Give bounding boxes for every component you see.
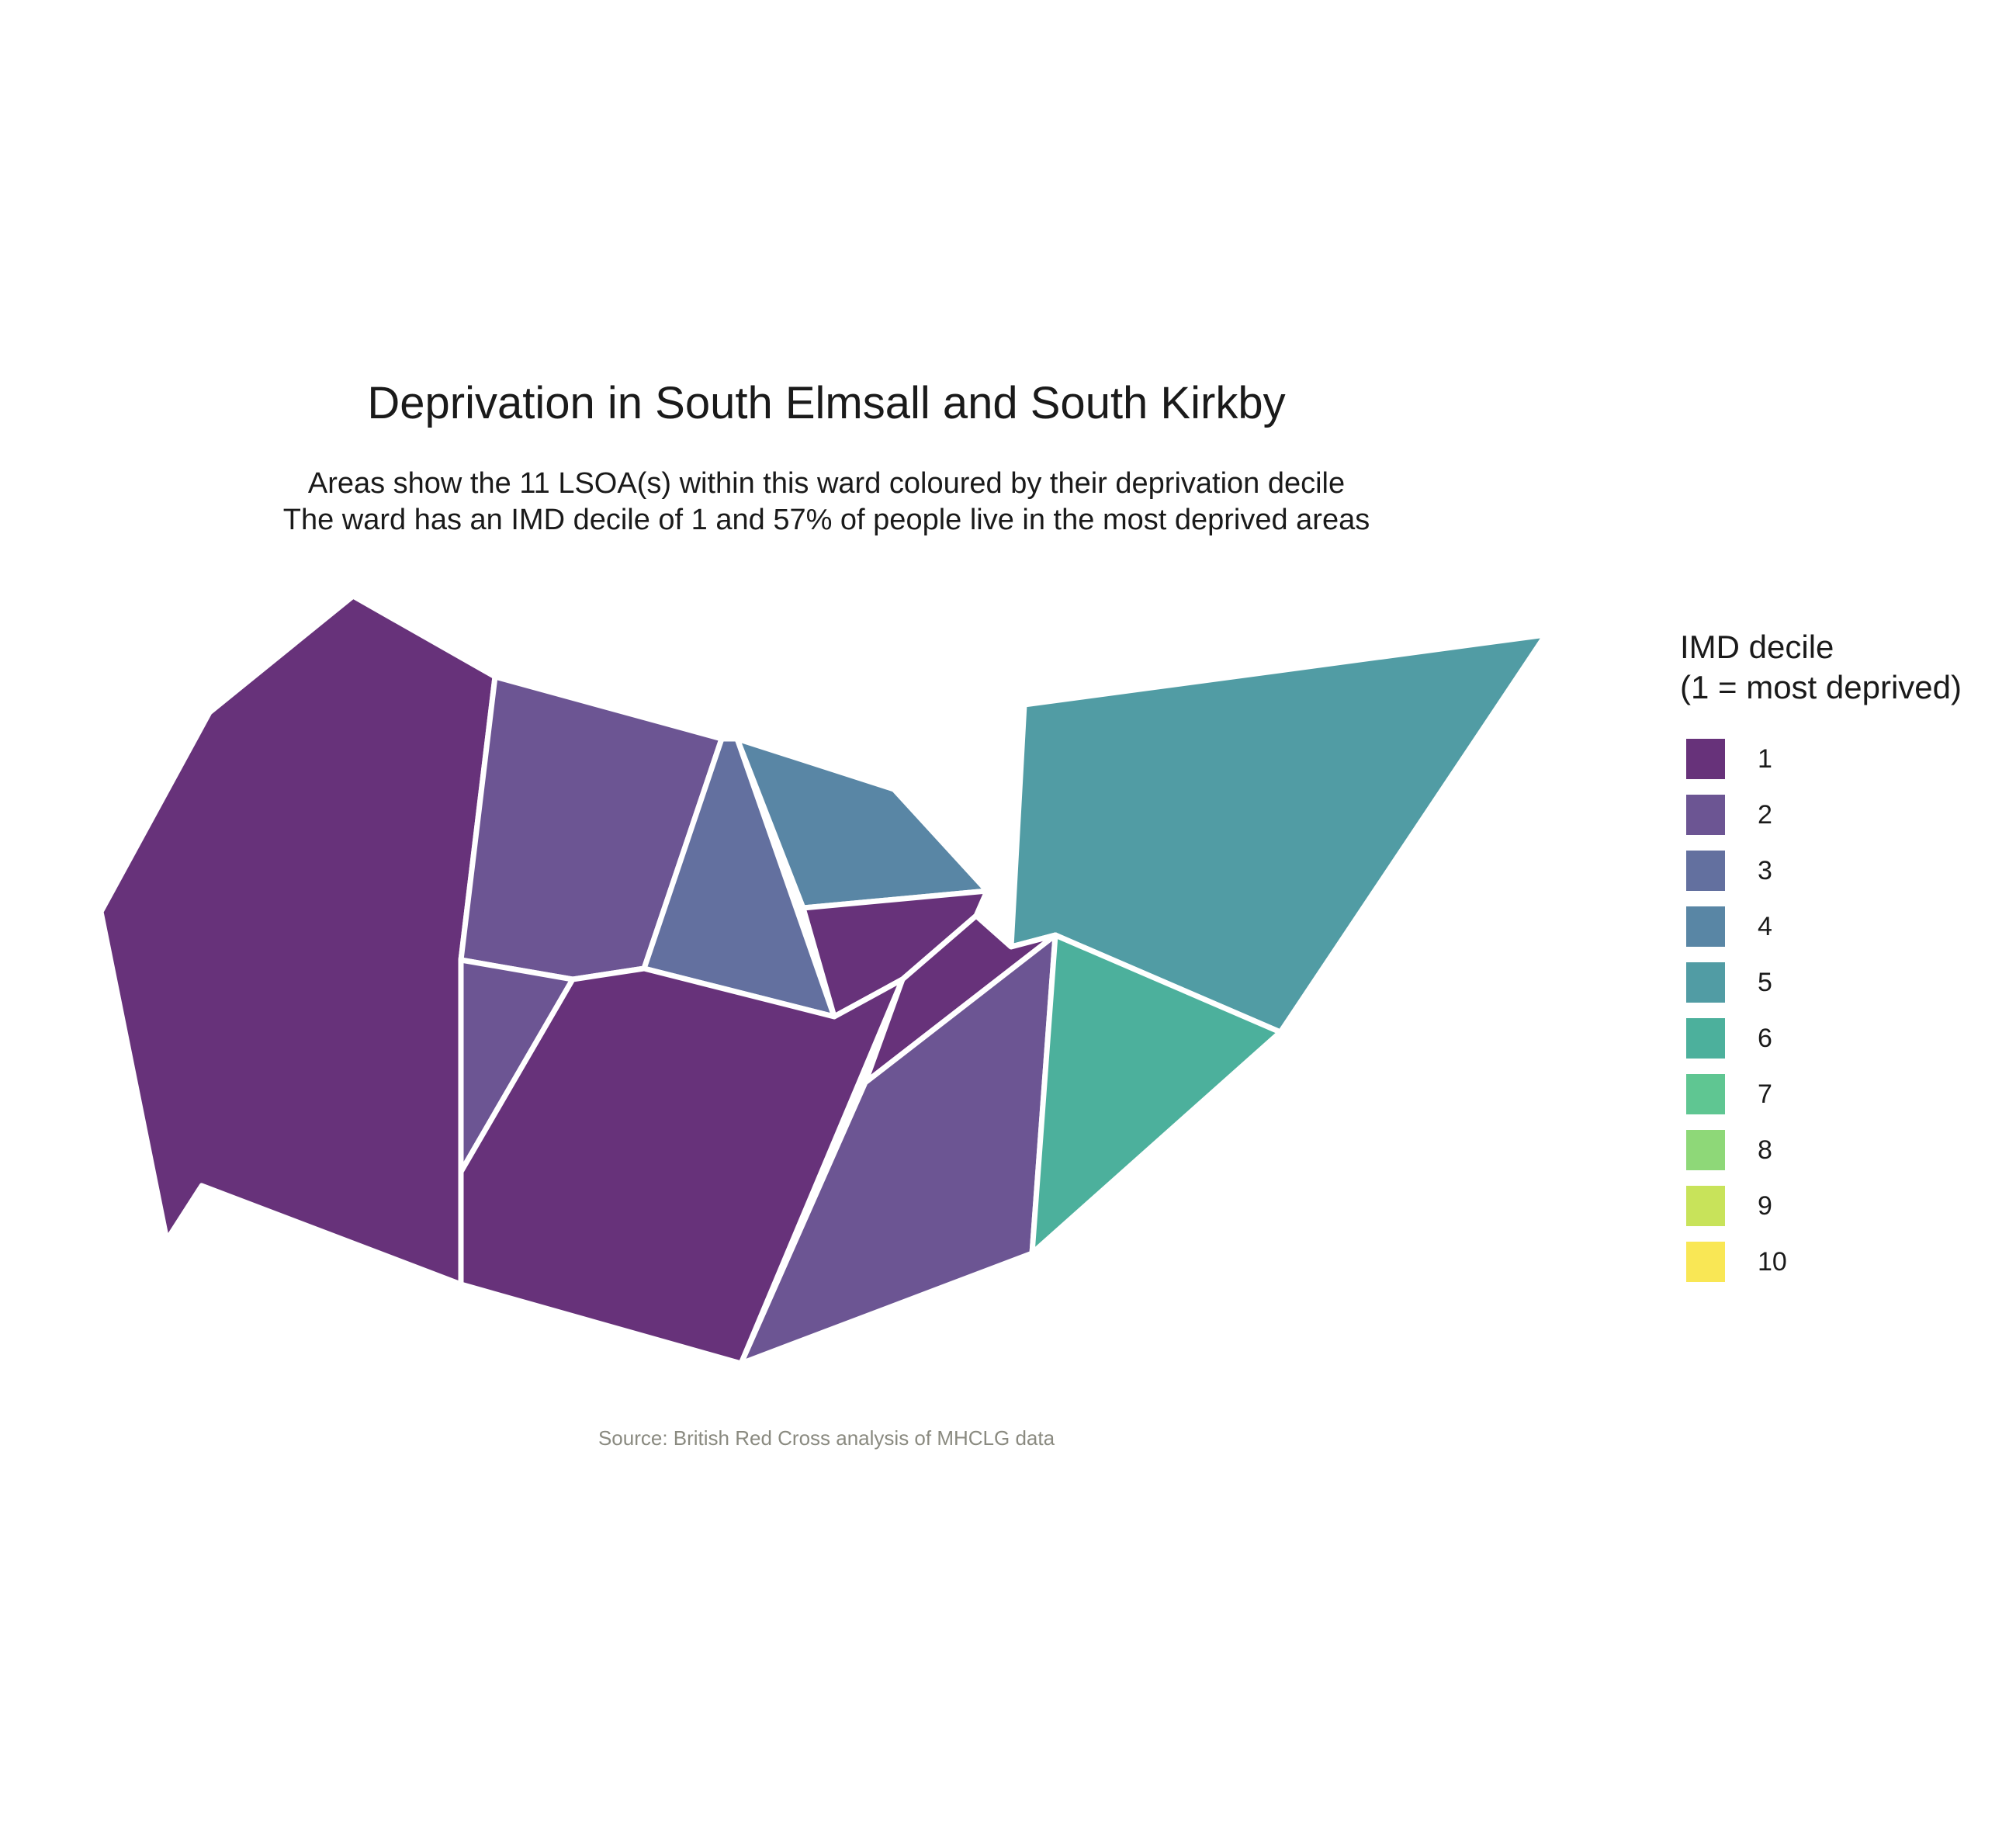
- map-title: Deprivation in South Elmsall and South K…: [367, 378, 1286, 428]
- source-caption: Source: British Red Cross analysis of MH…: [598, 1426, 1055, 1450]
- legend-swatch: [1686, 795, 1725, 835]
- legend-swatch: [1686, 1018, 1725, 1059]
- legend-label: 6: [1758, 1023, 1772, 1053]
- legend-label: 2: [1758, 799, 1772, 830]
- legend-items: 1 2 3 4 5 6 7 8 9 10: [1680, 731, 1962, 1290]
- legend-swatch: [1686, 1186, 1725, 1226]
- legend-label: 5: [1758, 967, 1772, 997]
- legend-item: 6: [1680, 1010, 1962, 1066]
- legend-item: 3: [1680, 843, 1962, 899]
- legend-label: 10: [1758, 1246, 1787, 1277]
- legend-item: 4: [1680, 899, 1962, 955]
- lsoa-east-small[interactable]: [1029, 932, 1283, 1256]
- legend-item: 8: [1680, 1122, 1962, 1178]
- legend-title-line-1: IMD decile: [1680, 629, 1834, 665]
- legend-label: 7: [1758, 1079, 1772, 1109]
- legend-swatch: [1686, 851, 1725, 891]
- lsoa-south-center[interactable]: [458, 965, 906, 1367]
- legend-title-line-2: (1 = most deprived): [1680, 669, 1962, 705]
- legend: IMD decile (1 = most deprived) 1 2 3 4 5…: [1680, 627, 1962, 1290]
- legend-label: 9: [1758, 1190, 1772, 1221]
- legend-swatch: [1686, 1242, 1725, 1282]
- legend-swatch: [1686, 1074, 1725, 1114]
- map-subtitle: Areas show the 11 LSOA(s) within this wa…: [0, 466, 1653, 539]
- legend-swatch: [1686, 739, 1725, 779]
- legend-item: 7: [1680, 1066, 1962, 1122]
- lsoa-west-large[interactable]: [98, 593, 498, 1287]
- legend-swatch: [1686, 906, 1725, 947]
- legend-label: 4: [1758, 911, 1772, 941]
- legend-item: 5: [1680, 955, 1962, 1010]
- legend-label: 1: [1758, 743, 1772, 774]
- legend-item: 10: [1680, 1234, 1962, 1290]
- subtitle-line-1: Areas show the 11 LSOA(s) within this wa…: [307, 467, 1346, 500]
- legend-swatch: [1686, 962, 1725, 1003]
- subtitle-line-2: The ward has an IMD decile of 1 and 57% …: [282, 504, 1370, 536]
- legend-title: IMD decile (1 = most deprived): [1680, 627, 1962, 708]
- legend-label: 8: [1758, 1135, 1772, 1165]
- legend-label: 3: [1758, 855, 1772, 885]
- legend-item: 9: [1680, 1178, 1962, 1234]
- legend-item: 2: [1680, 787, 1962, 843]
- legend-item: 1: [1680, 731, 1962, 787]
- legend-swatch: [1686, 1130, 1725, 1170]
